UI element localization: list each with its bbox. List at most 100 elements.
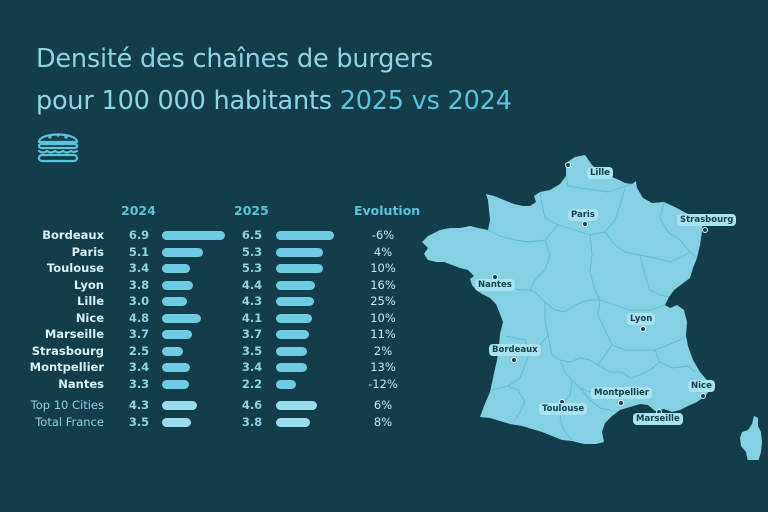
header-2025: 2025	[234, 203, 269, 218]
map-marker-bordeaux	[511, 357, 517, 363]
bar-2024	[162, 346, 183, 356]
table-row: Montpellier 3.4 3.4 13%	[0, 360, 420, 376]
evolution-value: 10%	[370, 310, 396, 325]
evolution-value: 2%	[373, 343, 393, 358]
value-2024: 2.5	[128, 343, 150, 358]
map-label-toulouse: Toulouse	[539, 403, 588, 415]
city-label: Montpellier	[29, 360, 104, 374]
table-row: Lyon 3.8 4.4 16%	[0, 278, 420, 294]
map-marker-paris	[582, 221, 588, 227]
table-row: Lille 3.0 4.3 25%	[0, 294, 420, 310]
evolution-value: 6%	[373, 398, 393, 412]
summary-row-top10: Top 10 Cities 4.3 4.6 6%	[0, 398, 420, 414]
evolution-value: -6%	[371, 228, 395, 242]
value-2025: 3.7	[241, 327, 263, 341]
bar-2024	[162, 330, 192, 339]
value-2024: 5.1	[128, 244, 150, 259]
evolution-value: -12%	[368, 376, 398, 391]
title-years: 2025 vs 2024	[339, 86, 512, 116]
bar-2025	[276, 330, 309, 339]
value-2024: 3.4	[128, 360, 150, 374]
bar-2025	[276, 346, 307, 356]
value-2024: 4.3	[128, 398, 150, 412]
title-line-1: Densité des chaînes de burgers	[36, 44, 434, 74]
france-map: Lille Paris Strasbourg Nantes Lyon Borde…	[415, 150, 768, 468]
bar-2024	[162, 297, 187, 306]
city-label: Strasbourg	[31, 343, 104, 358]
evolution-value: 11%	[370, 327, 396, 341]
bar-2025	[276, 231, 334, 240]
bar-2025	[276, 297, 314, 306]
map-label-nice: Nice	[688, 380, 715, 392]
bar-2024	[162, 363, 190, 372]
bar-2024	[162, 247, 203, 257]
value-2025: 4.1	[241, 310, 263, 325]
evolution-value: 16%	[370, 277, 396, 292]
bar-2024	[162, 379, 189, 389]
map-marker-lille-coast	[565, 162, 571, 168]
map-label-strasbourg: Strasbourg	[677, 214, 737, 226]
map-label-paris: Paris	[568, 209, 598, 221]
bar-2024	[162, 401, 197, 410]
bar-2025	[276, 379, 296, 389]
value-2024: 3.4	[128, 261, 150, 275]
evolution-value: 13%	[370, 360, 396, 374]
bar-2025	[276, 280, 315, 290]
summary-row-france: Total France 3.5 3.8 8%	[0, 415, 420, 431]
map-marker-nice	[700, 393, 706, 399]
bar-2025	[276, 264, 323, 273]
evolution-value: 10%	[370, 261, 396, 275]
bar-2025	[276, 401, 317, 410]
city-label: Nantes	[58, 376, 104, 391]
header-2024: 2024	[121, 203, 156, 218]
table-row: Bordeaux 6.9 6.5 -6%	[0, 228, 420, 244]
value-2024: 3.5	[128, 414, 150, 429]
chart-title: Densité des chaînes de burgers pour 100 …	[36, 38, 512, 122]
bar-2024	[162, 231, 225, 240]
table-row: Marseille 3.7 3.7 11%	[0, 327, 420, 343]
value-2024: 3.8	[128, 277, 150, 292]
value-2024: 3.0	[128, 294, 150, 308]
value-2025: 3.4	[241, 360, 263, 374]
burger-icon	[37, 133, 79, 163]
map-label-bordeaux: Bordeaux	[489, 344, 541, 356]
table-row: Paris 5.1 5.3 4%	[0, 245, 420, 261]
bar-2024	[162, 264, 190, 273]
evolution-value: 25%	[370, 294, 396, 308]
city-label: Bordeaux	[42, 228, 104, 242]
value-2025: 3.8	[241, 414, 263, 429]
value-2024: 4.8	[128, 310, 150, 325]
value-2025: 5.3	[241, 244, 263, 259]
city-label: Top 10 Cities	[30, 398, 104, 412]
header-evolution: Evolution	[354, 203, 421, 218]
value-2024: 6.9	[128, 228, 150, 242]
bar-2025	[276, 313, 312, 323]
map-label-nantes: Nantes	[475, 279, 515, 291]
table-row: Nice 4.8 4.1 10%	[0, 311, 420, 327]
city-label: Nice	[75, 310, 104, 325]
value-2025: 3.5	[241, 343, 263, 358]
map-marker-montpellier	[618, 400, 624, 406]
map-marker-strasbourg	[702, 227, 708, 233]
city-label: Lille	[77, 294, 104, 308]
value-2024: 3.3	[128, 376, 150, 391]
title-line-2: pour 100 000 habitants	[36, 86, 340, 116]
city-label: Lyon	[73, 277, 104, 292]
value-2025: 4.3	[241, 294, 263, 308]
map-label-marseille: Marseille	[633, 413, 683, 425]
map-marker-lyon	[640, 326, 646, 332]
bar-2025	[276, 363, 307, 372]
map-label-lille: Lille	[587, 167, 613, 179]
value-2025: 6.5	[241, 228, 263, 242]
value-2025: 4.4	[241, 277, 263, 292]
value-2025: 2.2	[241, 376, 263, 391]
bar-2025	[276, 417, 310, 427]
map-label-lyon: Lyon	[627, 313, 656, 325]
evolution-value: 8%	[373, 414, 393, 429]
table-row: Nantes 3.3 2.2 -12%	[0, 377, 420, 393]
value-2024: 3.7	[128, 327, 150, 341]
table-row: Strasbourg 2.5 3.5 2%	[0, 344, 420, 360]
city-label: Paris	[71, 244, 104, 259]
value-2025: 4.6	[241, 398, 263, 412]
city-label: Toulouse	[46, 261, 104, 275]
